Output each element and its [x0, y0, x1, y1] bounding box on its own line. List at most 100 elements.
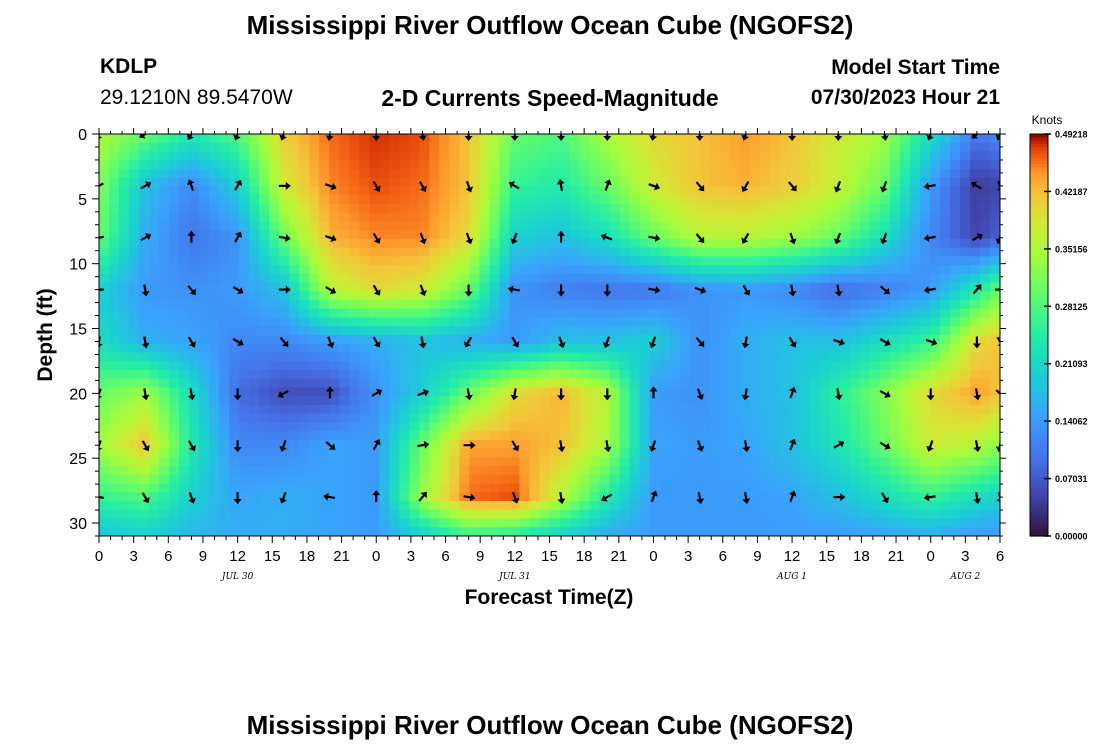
heatmap-cell — [519, 151, 531, 161]
heatmap-cell — [719, 177, 731, 188]
heatmap-cell — [339, 186, 350, 196]
heatmap-cell — [879, 282, 891, 292]
heatmap-cell — [739, 343, 751, 354]
heatmap-cell — [199, 509, 210, 520]
heatmap-cell — [269, 151, 280, 161]
heatmap-cell — [399, 177, 410, 188]
heatmap-cell — [939, 483, 951, 493]
heatmap-cell — [99, 212, 110, 222]
heatmap-cell — [139, 151, 150, 161]
current-arrow — [417, 440, 430, 449]
heatmap-cell — [269, 238, 280, 249]
heatmap-cell — [679, 448, 691, 458]
heatmap-cell — [559, 256, 571, 266]
heatmap-cell — [979, 378, 991, 389]
heatmap-cell — [549, 343, 561, 354]
heatmap-cell — [99, 282, 110, 292]
heatmap-cell — [569, 282, 581, 292]
heatmap-cell — [349, 177, 360, 188]
heatmap-cell — [149, 282, 160, 292]
heatmap-cell — [149, 230, 160, 240]
heatmap-cell — [139, 466, 150, 476]
heatmap-cell — [549, 134, 561, 144]
heatmap-cell — [479, 326, 491, 336]
heatmap-cell — [809, 352, 821, 362]
heatmap-cell — [309, 177, 320, 188]
heatmap-cell — [339, 212, 350, 222]
heatmap-cell — [449, 186, 460, 196]
heatmap-cell — [819, 343, 831, 354]
heatmap-cells — [99, 134, 1000, 536]
heatmap-cell — [549, 431, 561, 441]
heatmap-cell — [619, 422, 631, 432]
heatmap-cell — [359, 413, 370, 423]
heatmap-cell — [179, 317, 190, 327]
heatmap-cell — [759, 160, 771, 170]
heatmap-cell — [939, 326, 951, 336]
heatmap-cell — [479, 265, 491, 275]
heatmap-cell — [229, 300, 240, 310]
heatmap-cell — [809, 326, 821, 336]
heatmap-cell — [179, 326, 190, 336]
heatmap-cell — [539, 142, 551, 153]
heatmap-cell — [909, 492, 921, 502]
heatmap-cell — [289, 238, 300, 249]
heatmap-cell — [889, 212, 901, 222]
heatmap-cell — [799, 396, 811, 406]
heatmap-cell — [99, 527, 110, 536]
heatmap-cell — [539, 422, 551, 432]
heatmap-cell — [759, 404, 771, 415]
colorbar-segment — [1030, 140, 1048, 145]
heatmap-cell — [459, 300, 471, 310]
heatmap-cell — [219, 361, 230, 371]
heatmap-cell — [639, 369, 651, 380]
current-arrow — [326, 336, 335, 349]
heatmap-cell — [339, 413, 350, 423]
heatmap-cell — [619, 404, 631, 415]
heatmap-cell — [859, 413, 871, 423]
heatmap-cell — [799, 474, 811, 485]
heatmap-cell — [649, 396, 661, 406]
heatmap-cell — [639, 247, 651, 257]
heatmap-cell — [929, 221, 941, 231]
heatmap-cell — [179, 168, 190, 179]
heatmap-cell — [869, 396, 881, 406]
heatmap-cell — [479, 483, 491, 493]
heatmap-cell — [139, 396, 150, 406]
heatmap-cell — [459, 352, 471, 362]
heatmap-cell — [799, 352, 811, 362]
colorbar-segment — [1030, 385, 1048, 390]
heatmap-cell — [969, 518, 981, 528]
heatmap-cell — [289, 282, 300, 292]
heatmap-cell — [279, 212, 290, 222]
heatmap-cell — [239, 203, 250, 214]
heatmap-cell — [159, 518, 170, 528]
current-arrow — [465, 180, 474, 193]
heatmap-cell — [229, 422, 240, 432]
heatmap-cell — [469, 396, 481, 406]
heatmap-cell — [189, 177, 200, 188]
heatmap-cell — [469, 335, 481, 345]
heatmap-cell — [169, 238, 180, 249]
heatmap-cell — [909, 134, 921, 144]
heatmap-cell — [99, 492, 110, 502]
heatmap-cell — [649, 404, 661, 415]
heatmap-cell — [779, 509, 791, 520]
heatmap-cell — [319, 151, 330, 161]
heatmap-cell — [599, 273, 611, 284]
x-tick-label: 18 — [853, 548, 870, 565]
heatmap-cell — [219, 431, 230, 441]
heatmap-cell — [879, 369, 891, 380]
heatmap-cell — [909, 195, 921, 205]
current-arrow — [833, 440, 845, 449]
heatmap-cell — [419, 317, 430, 327]
heatmap-cell — [559, 230, 571, 240]
heatmap-cell — [539, 151, 551, 161]
heatmap-cell — [389, 457, 400, 467]
heatmap-cell — [959, 369, 971, 380]
heatmap-cell — [599, 396, 611, 406]
heatmap-cell — [639, 265, 651, 275]
heatmap-cell — [619, 134, 631, 144]
heatmap-cell — [839, 221, 851, 231]
heatmap-cell — [529, 335, 541, 345]
